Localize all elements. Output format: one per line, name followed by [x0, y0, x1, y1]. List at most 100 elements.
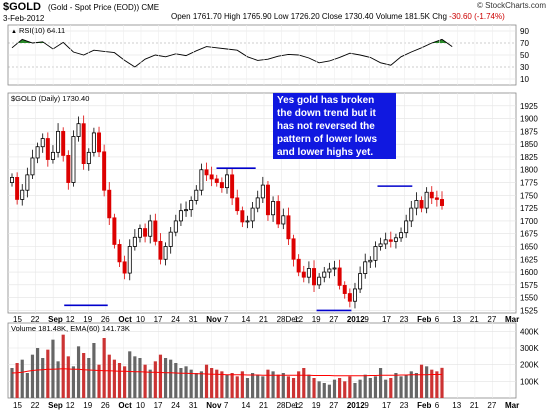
vol-bar	[163, 358, 168, 398]
price-xtick-label: 12	[66, 315, 75, 324]
chg-value: -30.60 (-1.74%)	[449, 12, 505, 21]
price-candle-body	[317, 276, 322, 286]
price-xtick-label: 7	[224, 315, 229, 324]
vol-bar	[322, 383, 326, 398]
vol-bar	[204, 364, 209, 398]
price-candle-body	[184, 209, 189, 212]
price-candle-body	[424, 191, 429, 209]
price-candle-body	[143, 228, 148, 237]
rsi-tick-label: 70	[520, 39, 529, 48]
price-xtick-label: 6	[435, 315, 440, 324]
price-candle-body	[368, 259, 373, 263]
price-candle-body	[414, 200, 419, 209]
vol-bar	[291, 378, 296, 398]
price-candle-body	[56, 130, 61, 153]
price-candle-body	[40, 138, 45, 148]
vol-bar	[210, 368, 214, 398]
price-xtick-label: Feb	[417, 315, 431, 324]
vol-bar	[220, 371, 224, 398]
price-tick-label: 1675	[520, 230, 538, 239]
chart-date: 3-Feb-2012	[3, 14, 45, 23]
price-xtick-label: 14	[241, 315, 250, 324]
price-candle-body	[153, 220, 158, 242]
vol-xtick-label: 19	[312, 401, 321, 410]
vol-xtick-label: 19	[83, 401, 92, 410]
price-candle-body	[235, 197, 240, 212]
vol-bar	[230, 373, 234, 398]
price-xtick-label: 28Dec	[277, 315, 300, 324]
price-candle-body	[219, 182, 224, 189]
vol-bar	[123, 366, 127, 398]
vol-bar	[138, 358, 142, 398]
price-candle-body	[260, 184, 265, 199]
price-xtick-label: Nov	[206, 315, 222, 324]
price-tick-label: 1575	[520, 281, 538, 290]
price-candle-body	[71, 136, 76, 183]
vol-bar	[107, 354, 111, 398]
price-candle-body	[91, 132, 96, 153]
close-value: 1730.40	[344, 12, 374, 21]
vol-bar	[404, 374, 408, 398]
vol-bar	[312, 378, 316, 398]
price-candle-body	[312, 268, 317, 286]
vol-xtick-label: 31	[189, 401, 198, 410]
chg-label: Chg	[432, 12, 447, 21]
price-candle-body	[342, 284, 347, 294]
vol-bar	[440, 367, 444, 398]
vol-bar	[363, 374, 367, 398]
price-xtick-label: 26	[101, 315, 110, 324]
price-xtick-label: 23	[400, 315, 409, 324]
vol-bar	[112, 359, 116, 398]
rsi-line	[11, 38, 453, 68]
open-label: Open	[171, 12, 191, 21]
vol-bar	[148, 369, 152, 398]
vol-bar	[179, 368, 183, 398]
price-candle-body	[306, 268, 311, 278]
price-tick-label: 1750	[520, 191, 538, 200]
vol-bar	[256, 374, 260, 398]
price-title: $GOLD (Daily) 1730.40	[11, 94, 89, 103]
panel-frame-price	[7, 92, 517, 314]
vol-xtick-label: 28Dec	[277, 401, 300, 410]
price-candle-body	[173, 220, 178, 233]
price-tick-label: 1925	[520, 102, 538, 111]
vol-xtick-label: Nov	[206, 401, 222, 410]
vol-bar	[87, 358, 91, 398]
price-candle-body	[271, 201, 276, 216]
vol-tick-label: 100K	[520, 377, 539, 386]
price-candle-body	[168, 231, 173, 247]
vol-bar	[117, 363, 122, 398]
vol-bar	[327, 384, 331, 398]
price-candle-body	[393, 237, 398, 242]
vol-bar	[348, 376, 352, 398]
price-xtick-label: 19	[312, 315, 321, 324]
rsi-tick-label: 30	[520, 63, 529, 72]
open-value: 1761.70	[192, 12, 222, 21]
price-candle-body	[265, 184, 270, 216]
vol-bar	[338, 378, 342, 398]
price-candle-body	[10, 177, 14, 183]
price-xtick-label: 17	[382, 315, 391, 324]
price-xtick-label: 21	[259, 315, 268, 324]
vol-bar	[153, 361, 157, 398]
vol-bar	[332, 379, 337, 398]
ticker-name: (Gold - Spot Price (EOD)) CME	[48, 3, 160, 12]
vol-xtick-label: 26	[101, 401, 110, 410]
vol-bar	[317, 381, 321, 398]
vol-bar	[389, 378, 393, 398]
price-xtick-label: Mar	[505, 315, 519, 324]
volume-value: 181.5K	[404, 12, 431, 21]
price-candle-body	[301, 271, 306, 278]
price-candle-body	[61, 130, 66, 156]
price-candle-body	[102, 151, 107, 191]
vol-bar	[358, 379, 362, 398]
vol-bar	[353, 383, 357, 398]
vol-tick-label: 400K	[520, 327, 539, 336]
price-candle-body	[296, 258, 301, 273]
low-value: 1726.20	[290, 12, 320, 21]
vol-xtick-label: Mar	[505, 401, 519, 410]
rsi-tick-label: 50	[520, 51, 529, 60]
price-candle-body	[440, 199, 444, 206]
vol-bar	[158, 354, 163, 398]
price-candle-body	[66, 155, 71, 183]
